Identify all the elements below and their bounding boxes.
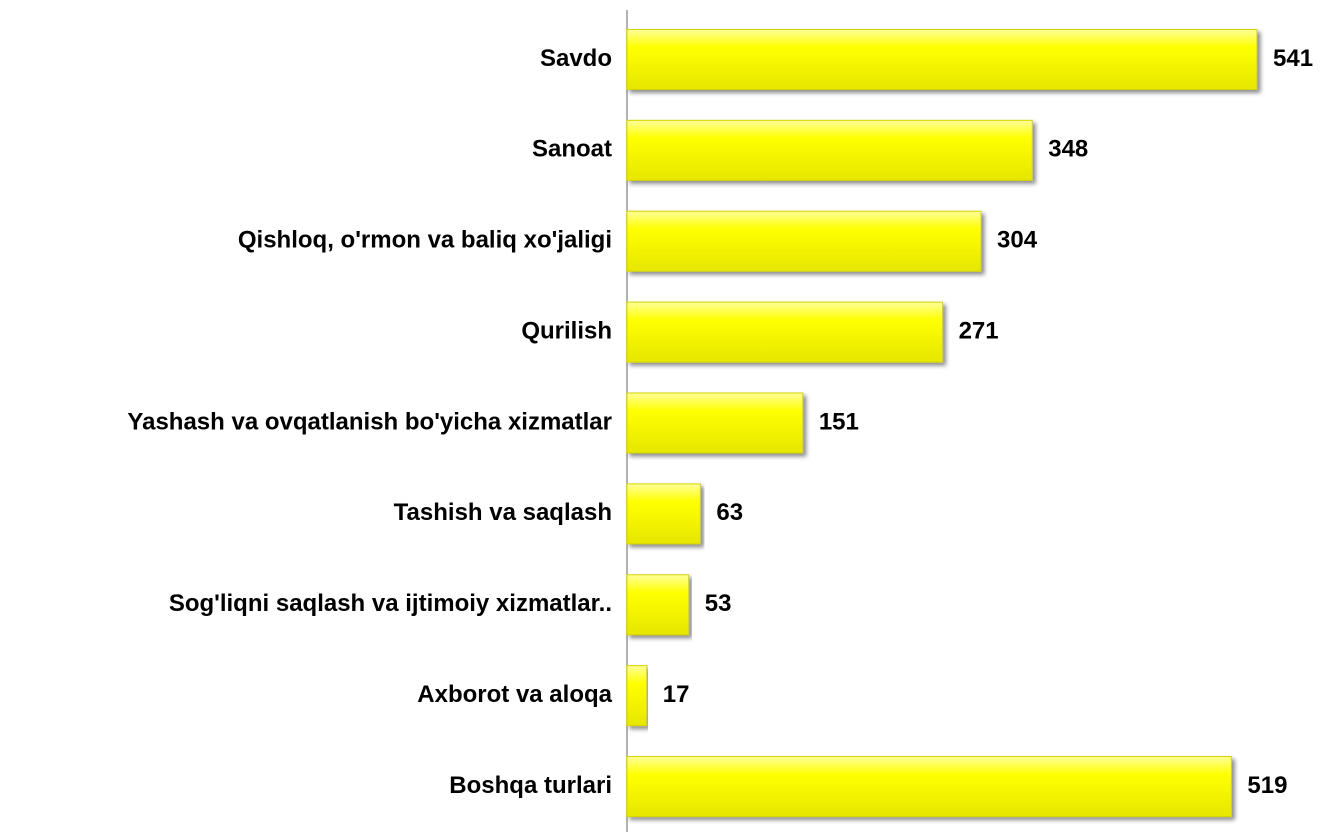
bar [626, 756, 1232, 818]
value-label: 63 [716, 499, 743, 526]
bar [626, 210, 982, 272]
value-label: 519 [1247, 772, 1287, 799]
value-label: 271 [959, 317, 999, 344]
bar [626, 301, 944, 363]
bar [626, 392, 804, 454]
value-label: 17 [663, 681, 690, 708]
bar [626, 665, 648, 727]
category-label: Boshqa turlari [449, 772, 612, 799]
category-label: Tashish va saqlash [394, 499, 612, 526]
bar [626, 119, 1033, 181]
bar [626, 483, 701, 545]
category-label: Sanoat [532, 136, 612, 163]
category-label: Yashash va ovqatlanish bo'yicha xizmatla… [127, 408, 612, 435]
value-label: 348 [1048, 136, 1088, 163]
value-label: 304 [997, 227, 1038, 254]
value-label: 53 [705, 590, 732, 617]
value-label: 151 [819, 408, 859, 435]
bar [626, 574, 690, 636]
bar [626, 28, 1258, 90]
category-label: Axborot va aloqa [417, 681, 612, 708]
category-label: Savdo [540, 45, 612, 72]
value-label: 541 [1273, 45, 1313, 72]
category-label: Qurilish [521, 317, 612, 344]
category-label: Qishloq, o'rmon va baliq xo'jaligi [238, 227, 612, 254]
category-label: Sog'liqni saqlash va ijtimoiy xizmatlar.… [169, 590, 612, 617]
